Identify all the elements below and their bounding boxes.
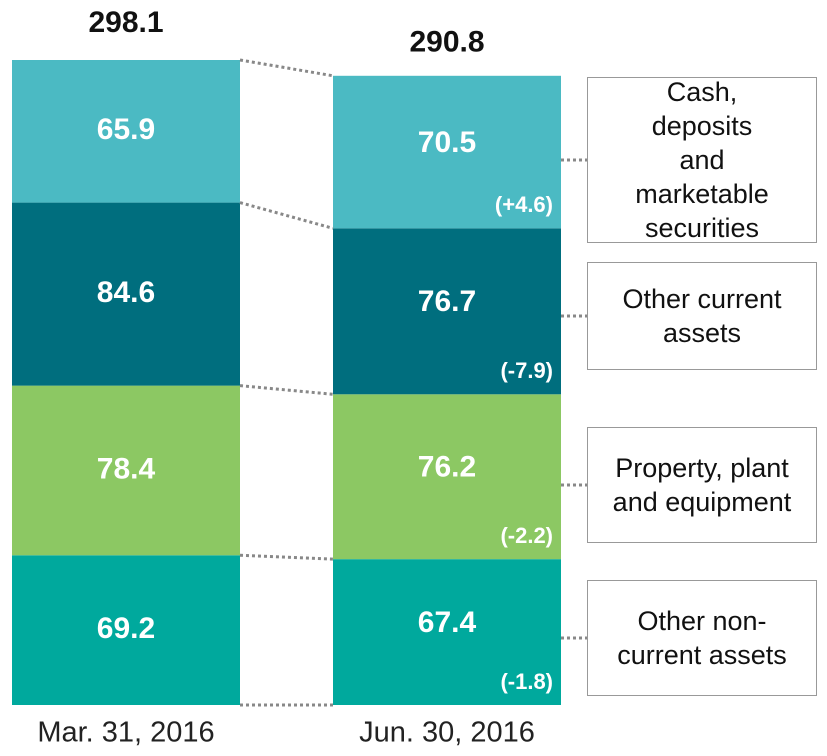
value-label: 65.9 (97, 113, 155, 146)
connector (239, 58, 334, 78)
value-label: 70.5 (418, 126, 476, 159)
legend-entry: Other non-current assets (587, 580, 817, 696)
value-label: 69.2 (97, 612, 155, 645)
total-label: 290.8 (409, 26, 484, 59)
bar-segment (12, 385, 240, 556)
change-label: (+4.6) (495, 192, 553, 217)
value-label: 67.4 (418, 606, 477, 639)
value-label: 84.6 (97, 276, 155, 309)
change-label: (-7.9) (500, 358, 553, 383)
bar-segment (333, 228, 561, 395)
value-label: 78.4 (97, 452, 156, 485)
value-label: 76.7 (418, 285, 476, 318)
legend-entry: Property, plant and equipment (587, 427, 817, 543)
connector (239, 553, 334, 561)
total-label: 298.1 (88, 6, 163, 39)
legend-entry: Other current assets (587, 262, 817, 370)
bar-segment (12, 60, 240, 203)
bar-segment (12, 202, 240, 386)
change-label: (-1.8) (500, 669, 553, 694)
x-tick-label: Mar. 31, 2016 (37, 717, 214, 749)
bar-segment (12, 555, 240, 705)
legend-entry: Cash, deposits and marketable securities (587, 77, 817, 243)
x-tick-label: Jun. 30, 2016 (359, 717, 535, 749)
bar-segment (333, 559, 561, 705)
bar-segment (333, 75, 561, 229)
connector (239, 201, 334, 230)
bar-segment (333, 394, 561, 560)
connector (239, 384, 334, 396)
value-label: 76.2 (418, 451, 476, 484)
change-label: (-2.2) (500, 523, 553, 548)
